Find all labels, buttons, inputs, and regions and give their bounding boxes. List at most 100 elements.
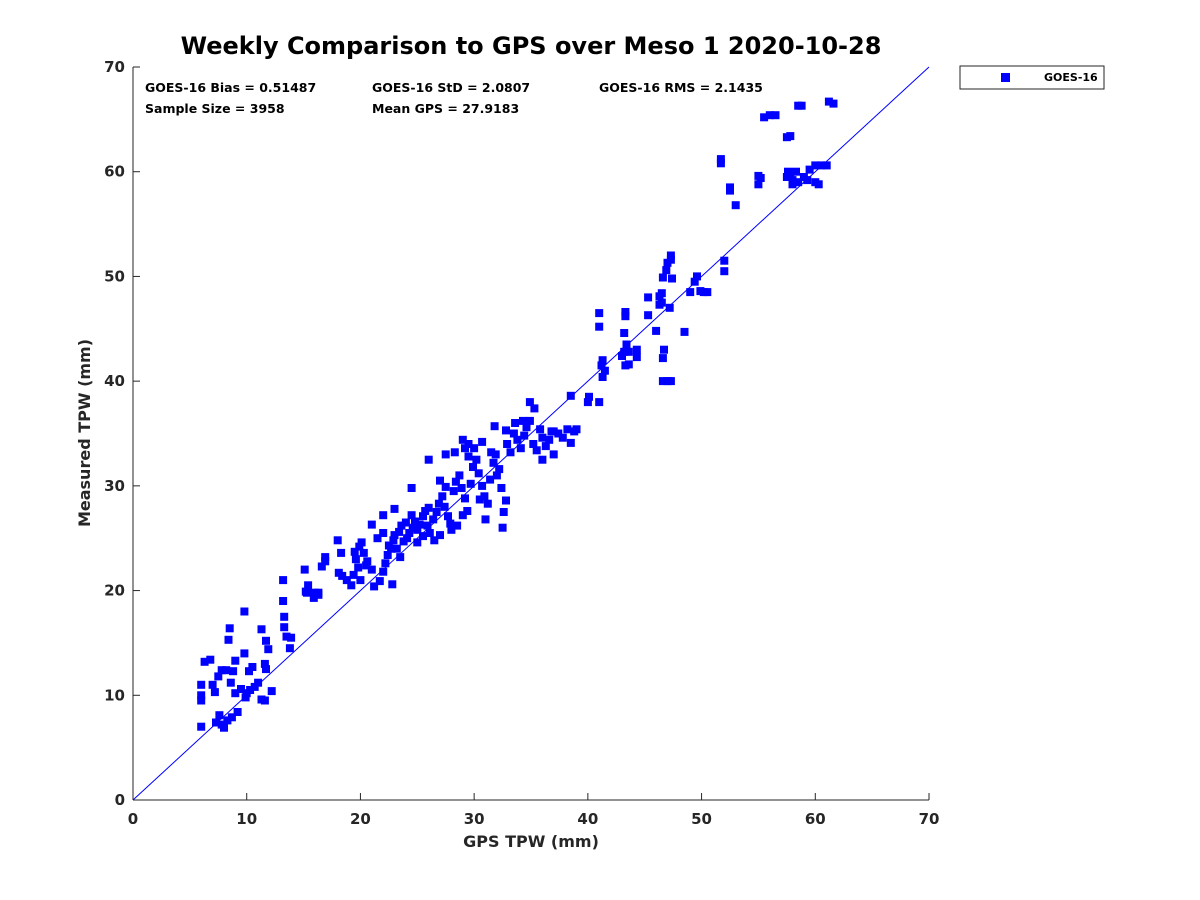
data-point xyxy=(229,667,238,676)
data-point xyxy=(486,475,495,484)
data-point xyxy=(333,536,342,545)
data-point xyxy=(595,309,604,318)
data-point xyxy=(489,458,498,467)
data-point xyxy=(522,423,531,432)
data-point xyxy=(466,479,475,488)
data-point xyxy=(658,354,667,363)
legend-marker xyxy=(1001,73,1010,82)
data-point xyxy=(478,437,487,446)
y-axis-label: Measured TPW (mm) xyxy=(75,339,94,527)
data-point xyxy=(720,267,729,276)
data-point xyxy=(566,391,575,400)
x-tick-label: 40 xyxy=(577,810,598,828)
data-point xyxy=(566,438,575,447)
data-point xyxy=(347,581,356,590)
data-point xyxy=(458,511,467,520)
data-point xyxy=(595,322,604,331)
data-point xyxy=(423,521,432,530)
data-point xyxy=(434,499,443,508)
data-point xyxy=(558,433,567,442)
stat-sample-size: Sample Size = 3958 xyxy=(145,101,285,116)
data-point xyxy=(441,450,450,459)
data-point xyxy=(572,425,581,434)
data-points xyxy=(197,97,838,732)
data-point xyxy=(197,680,206,689)
data-point xyxy=(321,553,330,562)
data-point xyxy=(432,508,441,516)
one-to-one-line xyxy=(132,66,930,801)
data-point xyxy=(470,444,479,453)
data-point xyxy=(405,529,414,537)
data-point xyxy=(279,576,288,585)
data-point xyxy=(287,633,296,642)
data-point xyxy=(401,518,410,527)
data-point xyxy=(703,288,712,297)
data-point xyxy=(458,435,467,444)
data-point xyxy=(342,576,351,585)
reference-line-group xyxy=(132,66,930,801)
data-point xyxy=(632,345,641,354)
data-point xyxy=(622,340,631,349)
data-point xyxy=(720,256,729,265)
data-point xyxy=(771,111,780,120)
data-point xyxy=(367,520,376,529)
data-point xyxy=(461,494,469,503)
data-point xyxy=(668,274,676,283)
stat-mean-gps: Mean GPS = 27.9183 xyxy=(372,101,519,116)
data-point xyxy=(754,180,763,189)
data-point xyxy=(472,455,481,464)
data-point xyxy=(250,682,259,691)
data-point xyxy=(262,636,270,645)
data-point xyxy=(652,326,661,335)
data-point xyxy=(260,659,269,668)
data-point xyxy=(597,361,606,370)
data-point xyxy=(541,442,550,451)
data-point xyxy=(822,161,831,170)
data-point xyxy=(208,680,217,689)
data-point xyxy=(498,523,507,532)
x-tick-label: 0 xyxy=(128,810,138,828)
data-point xyxy=(624,347,633,356)
data-point xyxy=(530,404,539,413)
data-point xyxy=(658,377,667,386)
data-point xyxy=(413,538,422,547)
data-point xyxy=(490,422,499,431)
data-point xyxy=(657,289,666,298)
data-point xyxy=(731,201,740,210)
stat-bias: GOES-16 Bias = 0.51487 xyxy=(145,80,316,95)
data-point xyxy=(756,174,765,182)
data-point xyxy=(447,525,456,534)
plot-area xyxy=(132,66,930,801)
data-point xyxy=(407,511,416,520)
y-tick-label: 50 xyxy=(104,267,125,285)
x-tick-label: 30 xyxy=(464,810,485,828)
data-point xyxy=(355,542,364,551)
data-point xyxy=(436,476,444,485)
data-point xyxy=(220,723,228,732)
data-point xyxy=(210,688,219,697)
data-point xyxy=(225,624,234,633)
data-point xyxy=(480,492,489,501)
data-point xyxy=(811,161,820,170)
axes xyxy=(132,67,929,801)
data-point xyxy=(370,582,379,591)
data-point xyxy=(241,693,250,702)
data-point xyxy=(392,544,401,553)
data-point xyxy=(389,536,398,545)
data-point xyxy=(240,649,249,658)
data-point xyxy=(693,272,701,281)
data-point xyxy=(373,534,382,543)
data-point xyxy=(350,547,359,556)
data-point xyxy=(657,298,666,307)
data-point xyxy=(829,99,838,108)
data-point xyxy=(419,532,427,541)
data-point xyxy=(547,427,556,436)
data-point xyxy=(726,183,734,192)
data-point xyxy=(321,557,330,566)
data-point xyxy=(285,644,294,653)
data-point xyxy=(257,625,266,634)
data-point xyxy=(817,161,825,170)
data-point xyxy=(384,541,393,550)
data-point xyxy=(624,360,633,369)
